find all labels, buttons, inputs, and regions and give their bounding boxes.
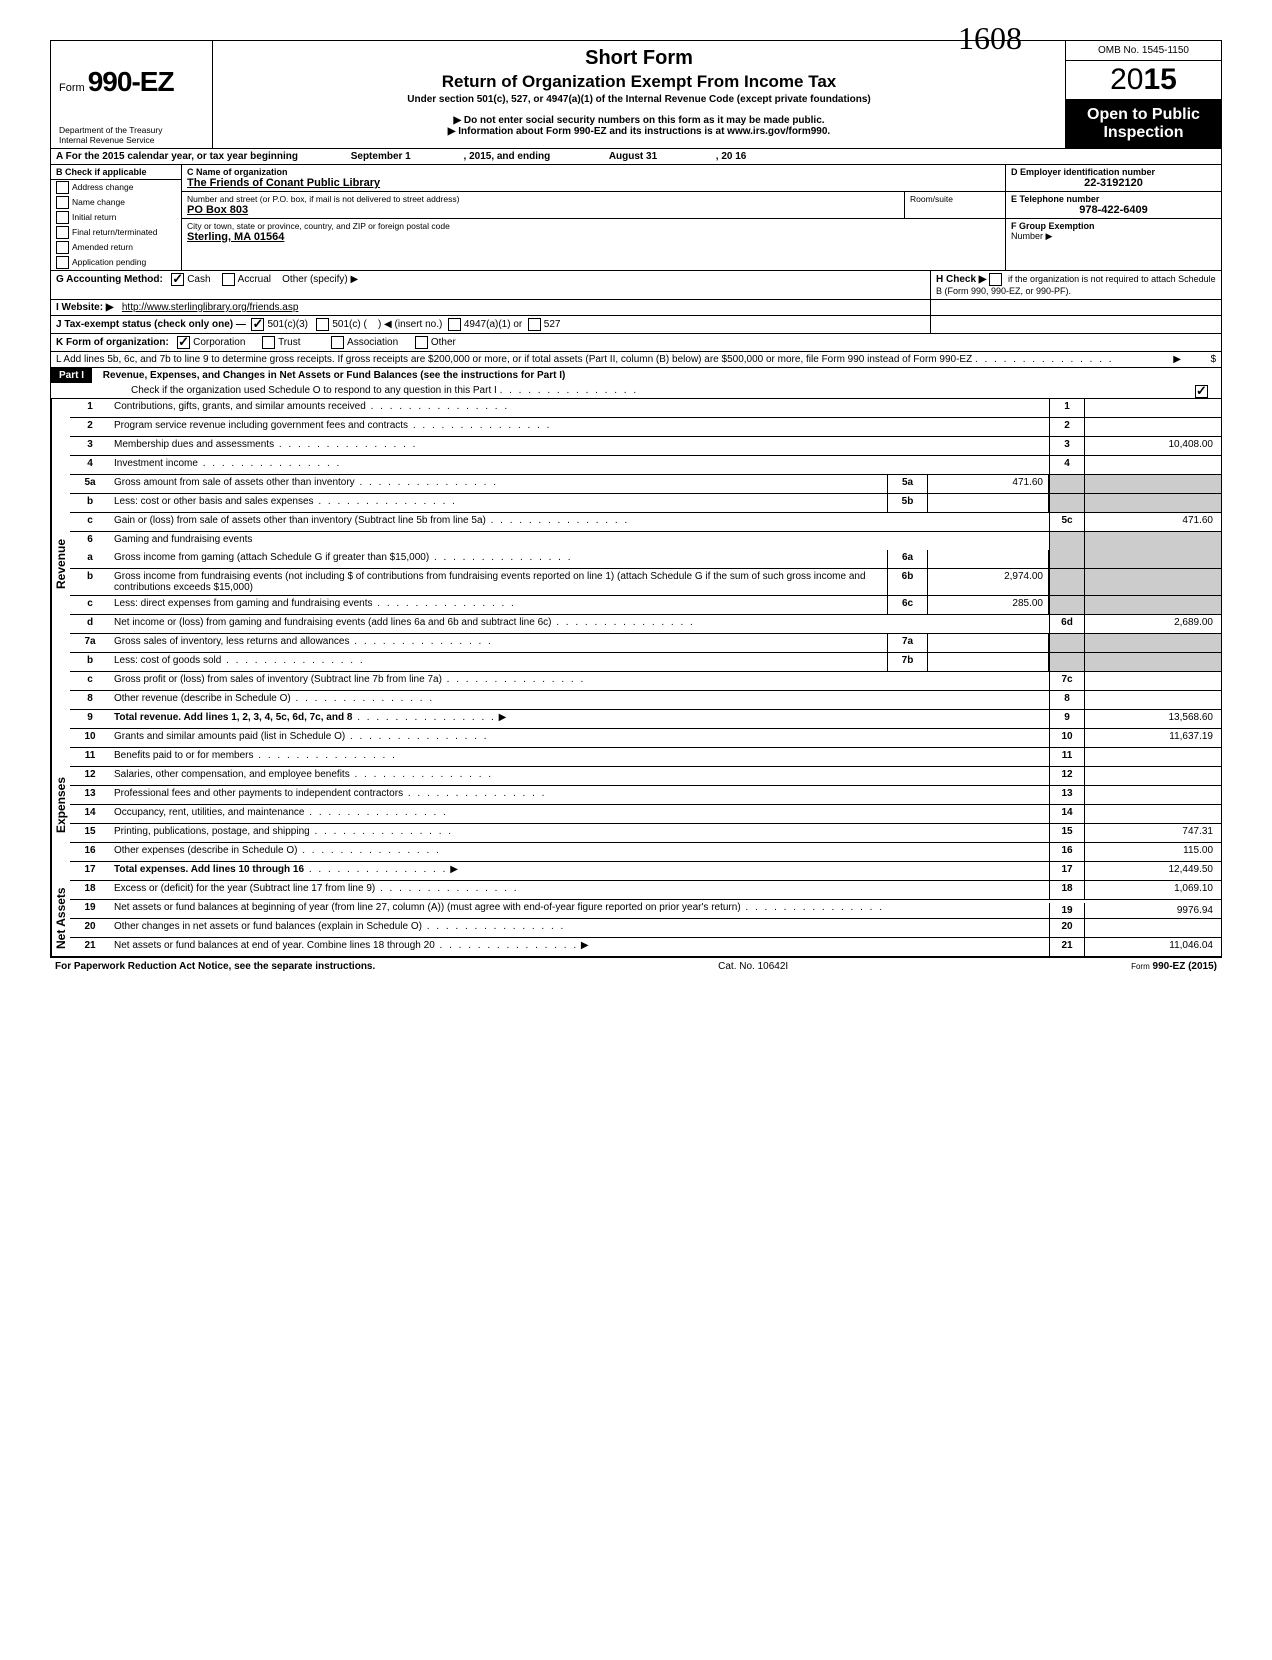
line-16: 16 Other expenses (describe in Schedule … (70, 843, 1221, 862)
section-c-label: C Name of organization (187, 167, 1000, 177)
check-cash[interactable] (171, 273, 184, 286)
check-corporation[interactable] (177, 336, 190, 349)
title-return: Return of Organization Exempt From Incom… (223, 72, 1055, 92)
city-value: Sterling, MA 01564 (187, 231, 1000, 243)
line-20: 20 Other changes in net assets or fund b… (70, 919, 1221, 938)
line-10: 10 Grants and similar amounts paid (list… (70, 729, 1221, 748)
check-name-change[interactable]: Name change (51, 195, 181, 210)
dept-irs: Internal Revenue Service (59, 135, 154, 145)
form-number: 990-EZ (88, 66, 174, 97)
check-pending[interactable]: Application pending (51, 255, 181, 270)
section-e-label: E Telephone number (1011, 194, 1216, 204)
line-14: 14 Occupancy, rent, utilities, and maint… (70, 805, 1221, 824)
check-other-org[interactable] (415, 336, 428, 349)
line-6b: b Gross income from fundraising events (… (70, 569, 1221, 596)
revenue-label: Revenue (51, 399, 70, 729)
line-4: 4 Investment income 4 (70, 456, 1221, 475)
line-7a: 7a Gross sales of inventory, less return… (70, 634, 1221, 653)
line-6c: c Less: direct expenses from gaming and … (70, 596, 1221, 615)
check-501c3[interactable] (251, 318, 264, 331)
line-3: 3 Membership dues and assessments 3 10,4… (70, 437, 1221, 456)
instr-website: ▶ Information about Form 990-EZ and its … (223, 126, 1055, 137)
addr-value: PO Box 803 (187, 204, 899, 216)
part1-badge: Part I (51, 368, 92, 383)
org-name: The Friends of Conant Public Library (187, 177, 1000, 189)
line-19: 19 Net assets or fund balances at beginn… (70, 900, 1221, 919)
instr-ssn: ▶ Do not enter social security numbers o… (223, 115, 1055, 126)
subtitle-code: Under section 501(c), 527, or 4947(a)(1)… (223, 94, 1055, 105)
line-5a: 5a Gross amount from sale of assets othe… (70, 475, 1221, 494)
form-ref: Form 990-EZ (2015) (1131, 961, 1217, 972)
paperwork-notice: For Paperwork Reduction Act Notice, see … (55, 961, 375, 972)
section-l-text: L Add lines 5b, 6c, and 7b to line 9 to … (56, 354, 972, 365)
tax-year: 2015 (1066, 61, 1221, 100)
year-end-yy: 16 (735, 151, 746, 162)
form-990ez: Form 990-EZ Department of the Treasury I… (50, 40, 1222, 958)
line-2: 2 Program service revenue including gove… (70, 418, 1221, 437)
line-11: 11 Benefits paid to or for members 11 (70, 748, 1221, 767)
section-k-label: K Form of organization: (56, 337, 169, 348)
line-6: 6 Gaming and fundraising events (70, 532, 1221, 550)
check-address-change[interactable]: Address change (51, 180, 181, 195)
line-6a: a Gross income from gaming (attach Sched… (70, 550, 1221, 569)
section-h-label: H Check ▶ (936, 274, 986, 285)
room-suite: Room/suite (904, 192, 1005, 218)
website-value: http://www.sterlinglibrary.org/friends.a… (122, 302, 299, 313)
check-527[interactable] (528, 318, 541, 331)
inspection-notice: Open to PublicInspection (1066, 100, 1221, 148)
line-7b: b Less: cost of goods sold 7b (70, 653, 1221, 672)
handwritten-code: 1608 (958, 20, 1022, 57)
line-8: 8 Other revenue (describe in Schedule O)… (70, 691, 1221, 710)
line-18: 18 Excess or (deficit) for the year (Sub… (70, 881, 1221, 900)
line-1: 1 Contributions, gifts, grants, and simi… (70, 399, 1221, 418)
addr-label: Number and street (or P.O. box, if mail … (187, 194, 899, 204)
check-association[interactable] (331, 336, 344, 349)
section-b-label: B Check if applicable (51, 165, 181, 180)
line-5c: c Gain or (loss) from sale of assets oth… (70, 513, 1221, 532)
check-schedule-o[interactable] (1195, 385, 1208, 398)
year-end: August 31 (553, 151, 713, 162)
omb-number: OMB No. 1545-1150 (1066, 41, 1221, 61)
line-15: 15 Printing, publications, postage, and … (70, 824, 1221, 843)
check-initial-return[interactable]: Initial return (51, 210, 181, 225)
section-i-label: I Website: ▶ (56, 302, 114, 313)
year-begin: September 1 (301, 151, 461, 162)
line-13: 13 Professional fees and other payments … (70, 786, 1221, 805)
part1-title: Revenue, Expenses, and Changes in Net As… (95, 370, 566, 381)
line-5b: b Less: cost or other basis and sales ex… (70, 494, 1221, 513)
section-d-label: D Employer identification number (1011, 167, 1216, 177)
cat-number: Cat. No. 10642I (718, 961, 788, 972)
section-a-tax-year: A For the 2015 calendar year, or tax yea… (51, 149, 1221, 165)
section-j-label: J Tax-exempt status (check only one) — (56, 319, 246, 330)
line-12: 12 Salaries, other compensation, and emp… (70, 767, 1221, 786)
check-accrual[interactable] (222, 273, 235, 286)
line-6d: d Net income or (loss) from gaming and f… (70, 615, 1221, 634)
line-7c: c Gross profit or (loss) from sales of i… (70, 672, 1221, 691)
check-final-return[interactable]: Final return/terminated (51, 225, 181, 240)
check-4947[interactable] (448, 318, 461, 331)
line-17: 17 Total expenses. Add lines 10 through … (70, 862, 1221, 881)
title-short-form: Short Form (223, 47, 1055, 70)
check-trust[interactable] (262, 336, 275, 349)
line-9: 9 Total revenue. Add lines 1, 2, 3, 4, 5… (70, 710, 1221, 729)
net-assets-label: Net Assets (51, 881, 70, 956)
expenses-label: Expenses (51, 729, 70, 881)
form-header: Form 990-EZ Department of the Treasury I… (51, 41, 1221, 149)
form-prefix: Form (59, 82, 85, 94)
section-f-label: F Group Exemption (1011, 221, 1216, 231)
schedule-o-text: Check if the organization used Schedule … (131, 385, 497, 396)
line-21: 21 Net assets or fund balances at end of… (70, 938, 1221, 956)
check-amended[interactable]: Amended return (51, 240, 181, 255)
check-schedule-b[interactable] (989, 273, 1002, 286)
form-footer: For Paperwork Reduction Act Notice, see … (50, 958, 1222, 975)
section-g-label: G Accounting Method: (56, 274, 163, 285)
check-501c[interactable] (316, 318, 329, 331)
ein-value: 22-3192120 (1011, 177, 1216, 189)
dept-treasury: Department of the Treasury (59, 125, 162, 135)
city-label: City or town, state or province, country… (187, 221, 1000, 231)
phone-value: 978-422-6409 (1011, 204, 1216, 216)
